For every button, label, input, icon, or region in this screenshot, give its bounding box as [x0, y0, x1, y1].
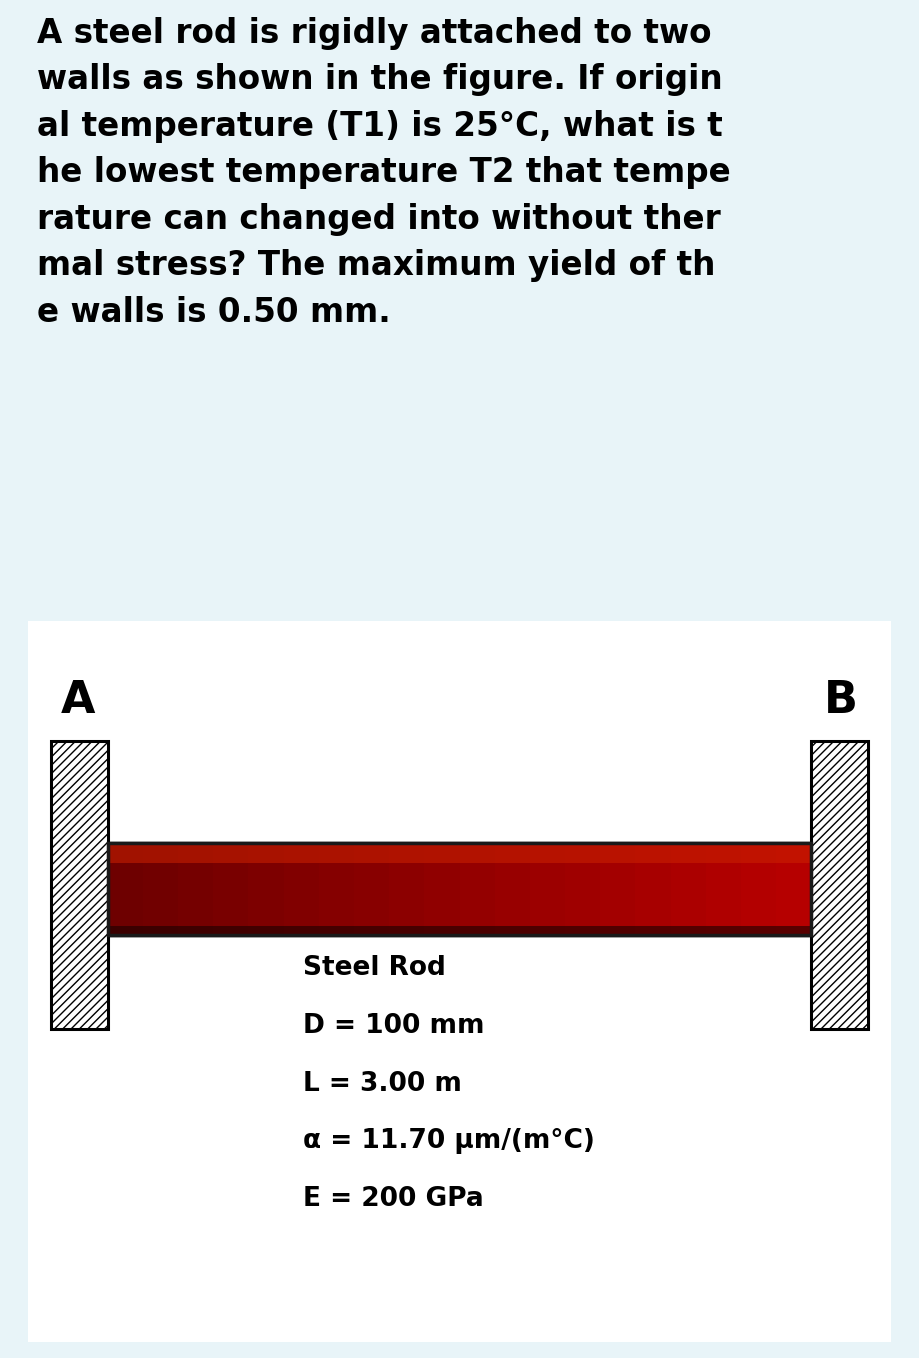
Bar: [283, 843, 321, 936]
Bar: [706, 843, 743, 936]
Bar: [636, 843, 673, 936]
Text: A steel rod is rigidly attached to two
walls as shown in the figure. If origin
a: A steel rod is rigidly attached to two w…: [37, 16, 731, 329]
Text: E = 200 GPa: E = 200 GPa: [303, 1186, 484, 1213]
Bar: [460, 843, 496, 936]
Bar: [777, 843, 813, 936]
Bar: [530, 843, 567, 936]
Bar: [108, 843, 811, 936]
Text: α = 11.70 μm/(m°C): α = 11.70 μm/(m°C): [303, 1128, 596, 1154]
Bar: [811, 741, 868, 1029]
Bar: [389, 843, 426, 936]
Bar: [494, 843, 532, 936]
Text: D = 100 mm: D = 100 mm: [303, 1013, 484, 1039]
Text: Steel Rod: Steel Rod: [303, 956, 446, 982]
Text: A: A: [61, 679, 96, 722]
Bar: [108, 843, 811, 936]
Bar: [741, 843, 778, 936]
Bar: [108, 926, 811, 936]
Bar: [51, 741, 108, 1029]
Bar: [178, 843, 215, 936]
Bar: [565, 843, 602, 936]
Bar: [142, 843, 180, 936]
Text: L = 3.00 m: L = 3.00 m: [303, 1070, 462, 1097]
Bar: [108, 843, 811, 864]
Bar: [354, 843, 391, 936]
Bar: [671, 843, 708, 936]
Bar: [600, 843, 638, 936]
Bar: [248, 843, 286, 936]
Bar: [425, 843, 461, 936]
Bar: [213, 843, 250, 936]
Text: B: B: [824, 679, 857, 722]
Bar: [108, 843, 144, 936]
Bar: [319, 843, 356, 936]
